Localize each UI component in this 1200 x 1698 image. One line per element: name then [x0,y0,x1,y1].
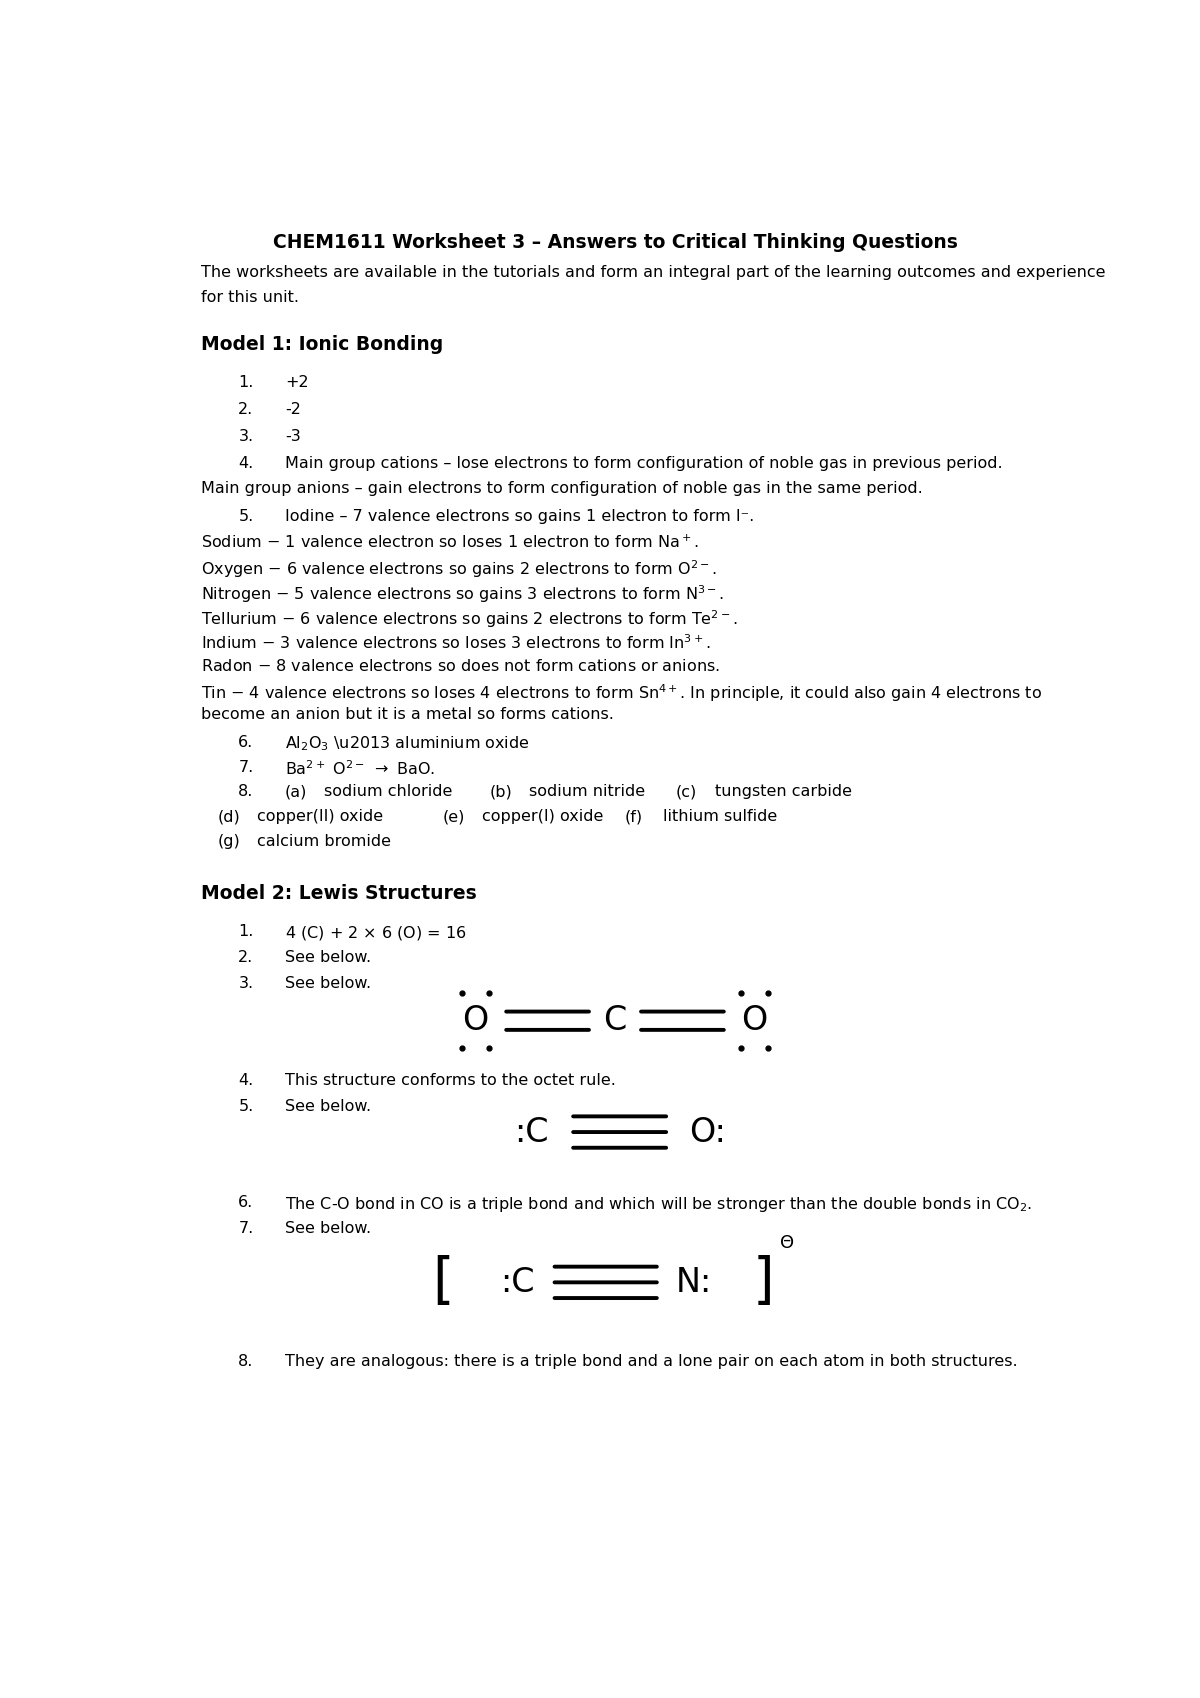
Text: Θ: Θ [780,1234,794,1251]
Text: O:: O: [690,1116,726,1148]
Text: 4.: 4. [239,1073,253,1088]
Text: :C: :C [514,1116,548,1148]
Text: This structure conforms to the octet rule.: This structure conforms to the octet rul… [284,1073,616,1088]
Text: They are analogous: there is a triple bond and a lone pair on each atom in both : They are analogous: there is a triple bo… [284,1355,1018,1369]
Text: O: O [742,1004,768,1037]
Text: Tin $-$ 4 valence electrons so loses 4 electrons to form Sn$^{4+}$. In principle: Tin $-$ 4 valence electrons so loses 4 e… [202,683,1042,705]
Text: Model 1: Ionic Bonding: Model 1: Ionic Bonding [202,335,444,353]
Text: 7.: 7. [239,1221,253,1236]
Text: +2: +2 [284,375,308,389]
Text: (b): (b) [490,784,512,800]
Text: Radon $-$ 8 valence electrons so does not form cations or anions.: Radon $-$ 8 valence electrons so does no… [202,657,720,674]
Text: Nitrogen $-$ 5 valence electrons so gains 3 electrons to form N$^{3-}$.: Nitrogen $-$ 5 valence electrons so gain… [202,582,724,604]
Text: 5.: 5. [239,1099,253,1114]
Text: copper(II) oxide: copper(II) oxide [257,810,383,824]
Text: 4.: 4. [239,457,253,472]
Text: 8.: 8. [239,1355,253,1369]
Text: (e): (e) [443,810,466,824]
Text: 3.: 3. [239,976,253,990]
Text: 6.: 6. [239,1195,253,1209]
Text: sodium chloride: sodium chloride [324,784,452,800]
Text: 5.: 5. [239,509,253,523]
Text: Model 2: Lewis Structures: Model 2: Lewis Structures [202,883,476,903]
Text: (f): (f) [624,810,642,824]
Text: copper(I) oxide: copper(I) oxide [482,810,604,824]
Text: C: C [604,1004,626,1037]
Text: CHEM1611 Worksheet 3 – Answers to Critical Thinking Questions: CHEM1611 Worksheet 3 – Answers to Critic… [272,233,958,251]
Text: Iodine – 7 valence electrons so gains 1 electron to form I⁻.: Iodine – 7 valence electrons so gains 1 … [284,509,754,523]
Text: Tellurium $-$ 6 valence electrons so gains 2 electrons to form Te$^{2-}$.: Tellurium $-$ 6 valence electrons so gai… [202,608,738,630]
Text: 2.: 2. [239,402,253,416]
Text: 2.: 2. [239,949,253,964]
Text: 8.: 8. [239,784,253,800]
Text: O: O [462,1004,488,1037]
Text: The C-O bond in CO is a triple bond and which will be stronger than the double b: The C-O bond in CO is a triple bond and … [284,1195,1032,1214]
Text: 4 (C) + 2 $\times$ 6 (O) = 16: 4 (C) + 2 $\times$ 6 (O) = 16 [284,924,467,941]
Text: The worksheets are available in the tutorials and form an integral part of the l: The worksheets are available in the tuto… [202,265,1105,280]
Text: -2: -2 [284,402,301,416]
Text: become an anion but it is a metal so forms cations.: become an anion but it is a metal so for… [202,708,614,722]
Text: 7.: 7. [239,759,253,774]
Text: for this unit.: for this unit. [202,290,299,306]
Text: 1.: 1. [239,375,253,389]
Text: See below.: See below. [284,949,371,964]
Text: (d): (d) [218,810,241,824]
Text: Indium $-$ 3 valence electrons so loses 3 electrons to form In$^{3+}$.: Indium $-$ 3 valence electrons so loses … [202,633,710,652]
Text: See below.: See below. [284,976,371,990]
Text: 3.: 3. [239,430,253,445]
Text: sodium nitride: sodium nitride [528,784,644,800]
Text: Main group cations – lose electrons to form configuration of noble gas in previo: Main group cations – lose electrons to f… [284,457,1002,472]
Text: Main group anions – gain electrons to form configuration of noble gas in the sam: Main group anions – gain electrons to fo… [202,481,923,496]
Text: (g): (g) [218,834,241,849]
Text: lithium sulfide: lithium sulfide [664,810,778,824]
Text: calcium bromide: calcium bromide [257,834,391,849]
Text: ]: ] [752,1255,775,1309]
Text: (c): (c) [676,784,697,800]
Text: Al$_2$O$_3$ \u2013 aluminium oxide: Al$_2$O$_3$ \u2013 aluminium oxide [284,735,529,754]
Text: tungsten carbide: tungsten carbide [714,784,852,800]
Text: 1.: 1. [239,924,253,939]
Text: -3: -3 [284,430,301,445]
Text: :C: :C [500,1265,534,1299]
Text: (a): (a) [284,784,307,800]
Text: N:: N: [676,1265,712,1299]
Text: See below.: See below. [284,1221,371,1236]
Text: 6.: 6. [239,735,253,751]
Text: Ba$^{2+}$ O$^{2-}$ $\rightarrow$ BaO.: Ba$^{2+}$ O$^{2-}$ $\rightarrow$ BaO. [284,759,434,778]
Text: Oxygen $-$ 6 valence electrons so gains 2 electrons to form O$^{2-}$.: Oxygen $-$ 6 valence electrons so gains … [202,559,718,581]
Text: [: [ [432,1255,454,1309]
Text: Sodium $-$ 1 valence electron so loses 1 electron to form Na$^+$.: Sodium $-$ 1 valence electron so loses 1… [202,533,698,550]
Text: See below.: See below. [284,1099,371,1114]
